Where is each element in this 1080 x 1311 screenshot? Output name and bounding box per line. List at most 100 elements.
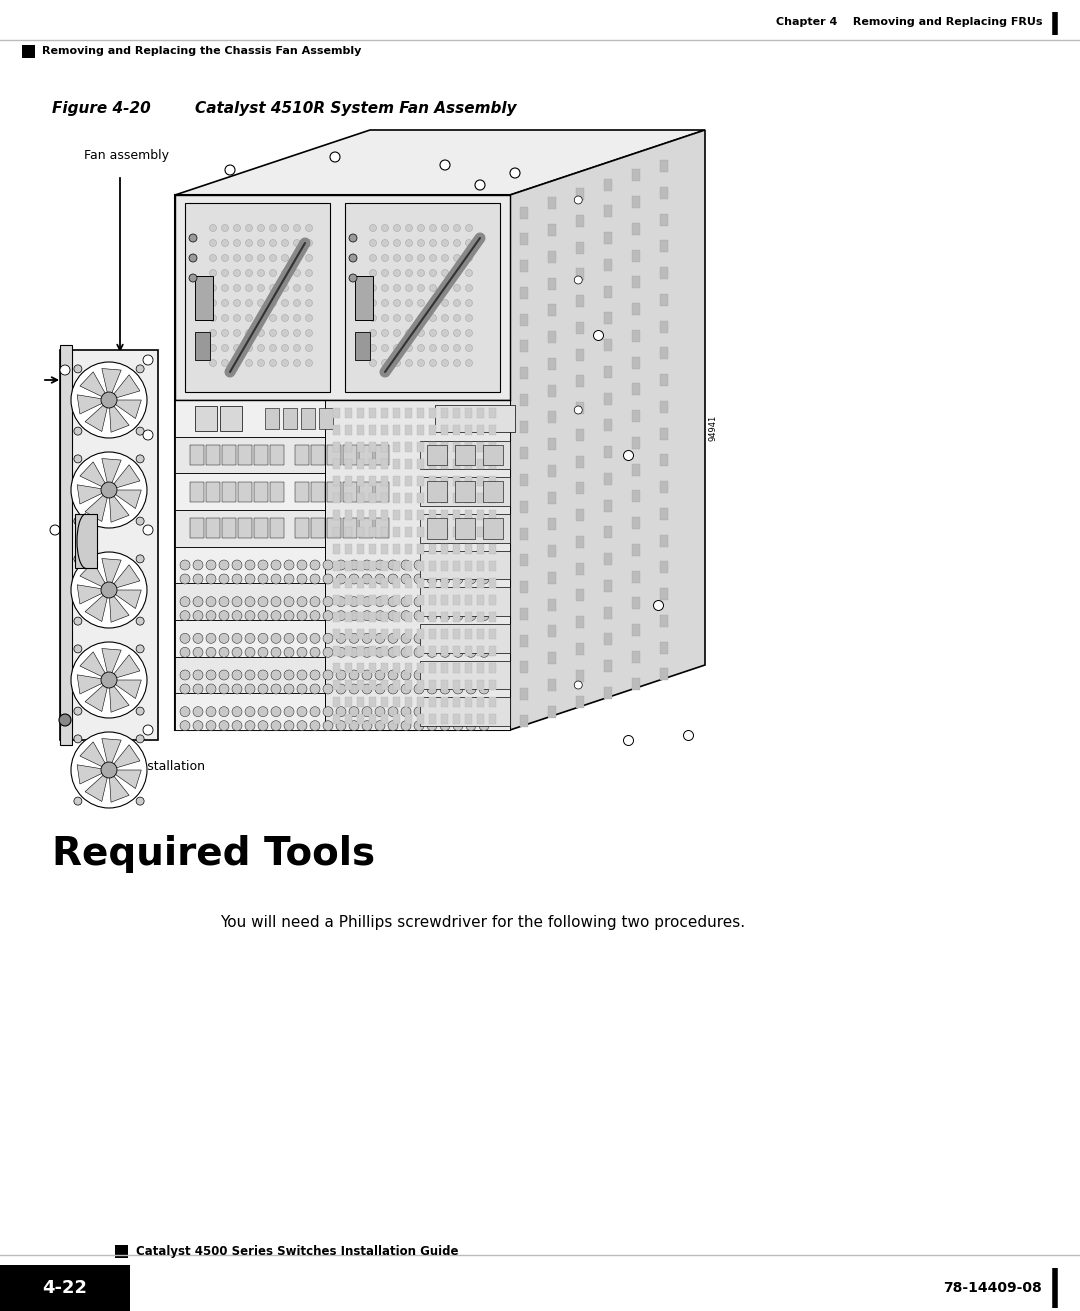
Bar [369, 663, 376, 673]
Polygon shape [102, 649, 121, 674]
Circle shape [143, 430, 153, 440]
Circle shape [375, 611, 384, 620]
Bar [477, 680, 484, 690]
Circle shape [575, 197, 582, 205]
Bar [357, 544, 364, 555]
Bar [576, 241, 584, 253]
Bar [345, 476, 352, 486]
Circle shape [454, 345, 460, 351]
Bar [477, 476, 484, 486]
Bar [393, 442, 400, 452]
Circle shape [193, 721, 203, 730]
Circle shape [442, 329, 448, 337]
Bar [405, 510, 411, 520]
Circle shape [480, 611, 489, 620]
Bar [477, 527, 484, 538]
Circle shape [388, 707, 399, 717]
Bar [453, 714, 460, 724]
Bar [359, 518, 373, 539]
Bar [369, 697, 376, 707]
Circle shape [206, 684, 216, 694]
Bar [519, 421, 528, 433]
Bar [465, 561, 472, 572]
Circle shape [401, 707, 411, 717]
Circle shape [418, 299, 424, 307]
Circle shape [362, 633, 372, 644]
Circle shape [465, 284, 473, 291]
Bar [429, 578, 436, 589]
Bar [519, 287, 528, 299]
Circle shape [210, 299, 216, 307]
Bar [465, 680, 472, 690]
Text: Figure 4-20: Figure 4-20 [52, 101, 151, 115]
Circle shape [442, 359, 448, 367]
Bar [333, 646, 340, 656]
Circle shape [454, 359, 460, 367]
Circle shape [465, 345, 473, 351]
Bar [483, 481, 503, 502]
Circle shape [388, 560, 399, 570]
Bar [453, 561, 460, 572]
Circle shape [193, 574, 203, 583]
Circle shape [180, 721, 190, 730]
Text: You will need a Phillips screwdriver for the following two procedures.: You will need a Phillips screwdriver for… [220, 915, 745, 929]
Bar [175, 657, 510, 694]
Circle shape [349, 254, 357, 262]
Bar [369, 629, 376, 638]
Bar [465, 510, 472, 520]
Bar [455, 481, 475, 502]
Bar [441, 493, 448, 503]
Bar [576, 269, 584, 281]
Bar [489, 578, 496, 589]
Circle shape [393, 315, 401, 321]
Circle shape [294, 299, 300, 307]
Bar [660, 160, 669, 172]
Circle shape [71, 732, 147, 808]
Bar [465, 578, 472, 589]
Bar [357, 646, 364, 656]
Bar [369, 578, 376, 589]
Bar [417, 425, 424, 435]
Bar [632, 570, 640, 582]
Bar [357, 697, 364, 707]
Circle shape [349, 274, 357, 282]
Circle shape [401, 560, 411, 570]
Bar [477, 663, 484, 673]
Bar [417, 646, 424, 656]
Polygon shape [114, 400, 141, 418]
Circle shape [210, 224, 216, 232]
Circle shape [219, 633, 229, 644]
Bar [465, 493, 472, 503]
Circle shape [427, 574, 437, 583]
Circle shape [282, 299, 288, 307]
Circle shape [336, 560, 346, 570]
Bar [576, 696, 584, 708]
Circle shape [210, 329, 216, 337]
Circle shape [73, 707, 82, 714]
Circle shape [189, 233, 197, 243]
Circle shape [465, 648, 476, 657]
Circle shape [375, 648, 384, 657]
Circle shape [282, 224, 288, 232]
Circle shape [245, 329, 253, 337]
Circle shape [102, 392, 117, 408]
Circle shape [71, 642, 147, 718]
Circle shape [73, 617, 82, 625]
Bar [519, 635, 528, 646]
Bar [405, 714, 411, 724]
Bar [660, 561, 669, 573]
Bar [632, 678, 640, 690]
Circle shape [306, 224, 312, 232]
Bar [393, 476, 400, 486]
Text: 4-22: 4-22 [42, 1280, 87, 1297]
Bar [393, 663, 400, 673]
Circle shape [245, 284, 253, 291]
Circle shape [388, 721, 399, 730]
Circle shape [233, 270, 241, 277]
Circle shape [375, 574, 384, 583]
Bar [369, 680, 376, 690]
Circle shape [136, 797, 144, 805]
Bar [345, 544, 352, 555]
Bar [576, 642, 584, 654]
Polygon shape [85, 405, 107, 431]
